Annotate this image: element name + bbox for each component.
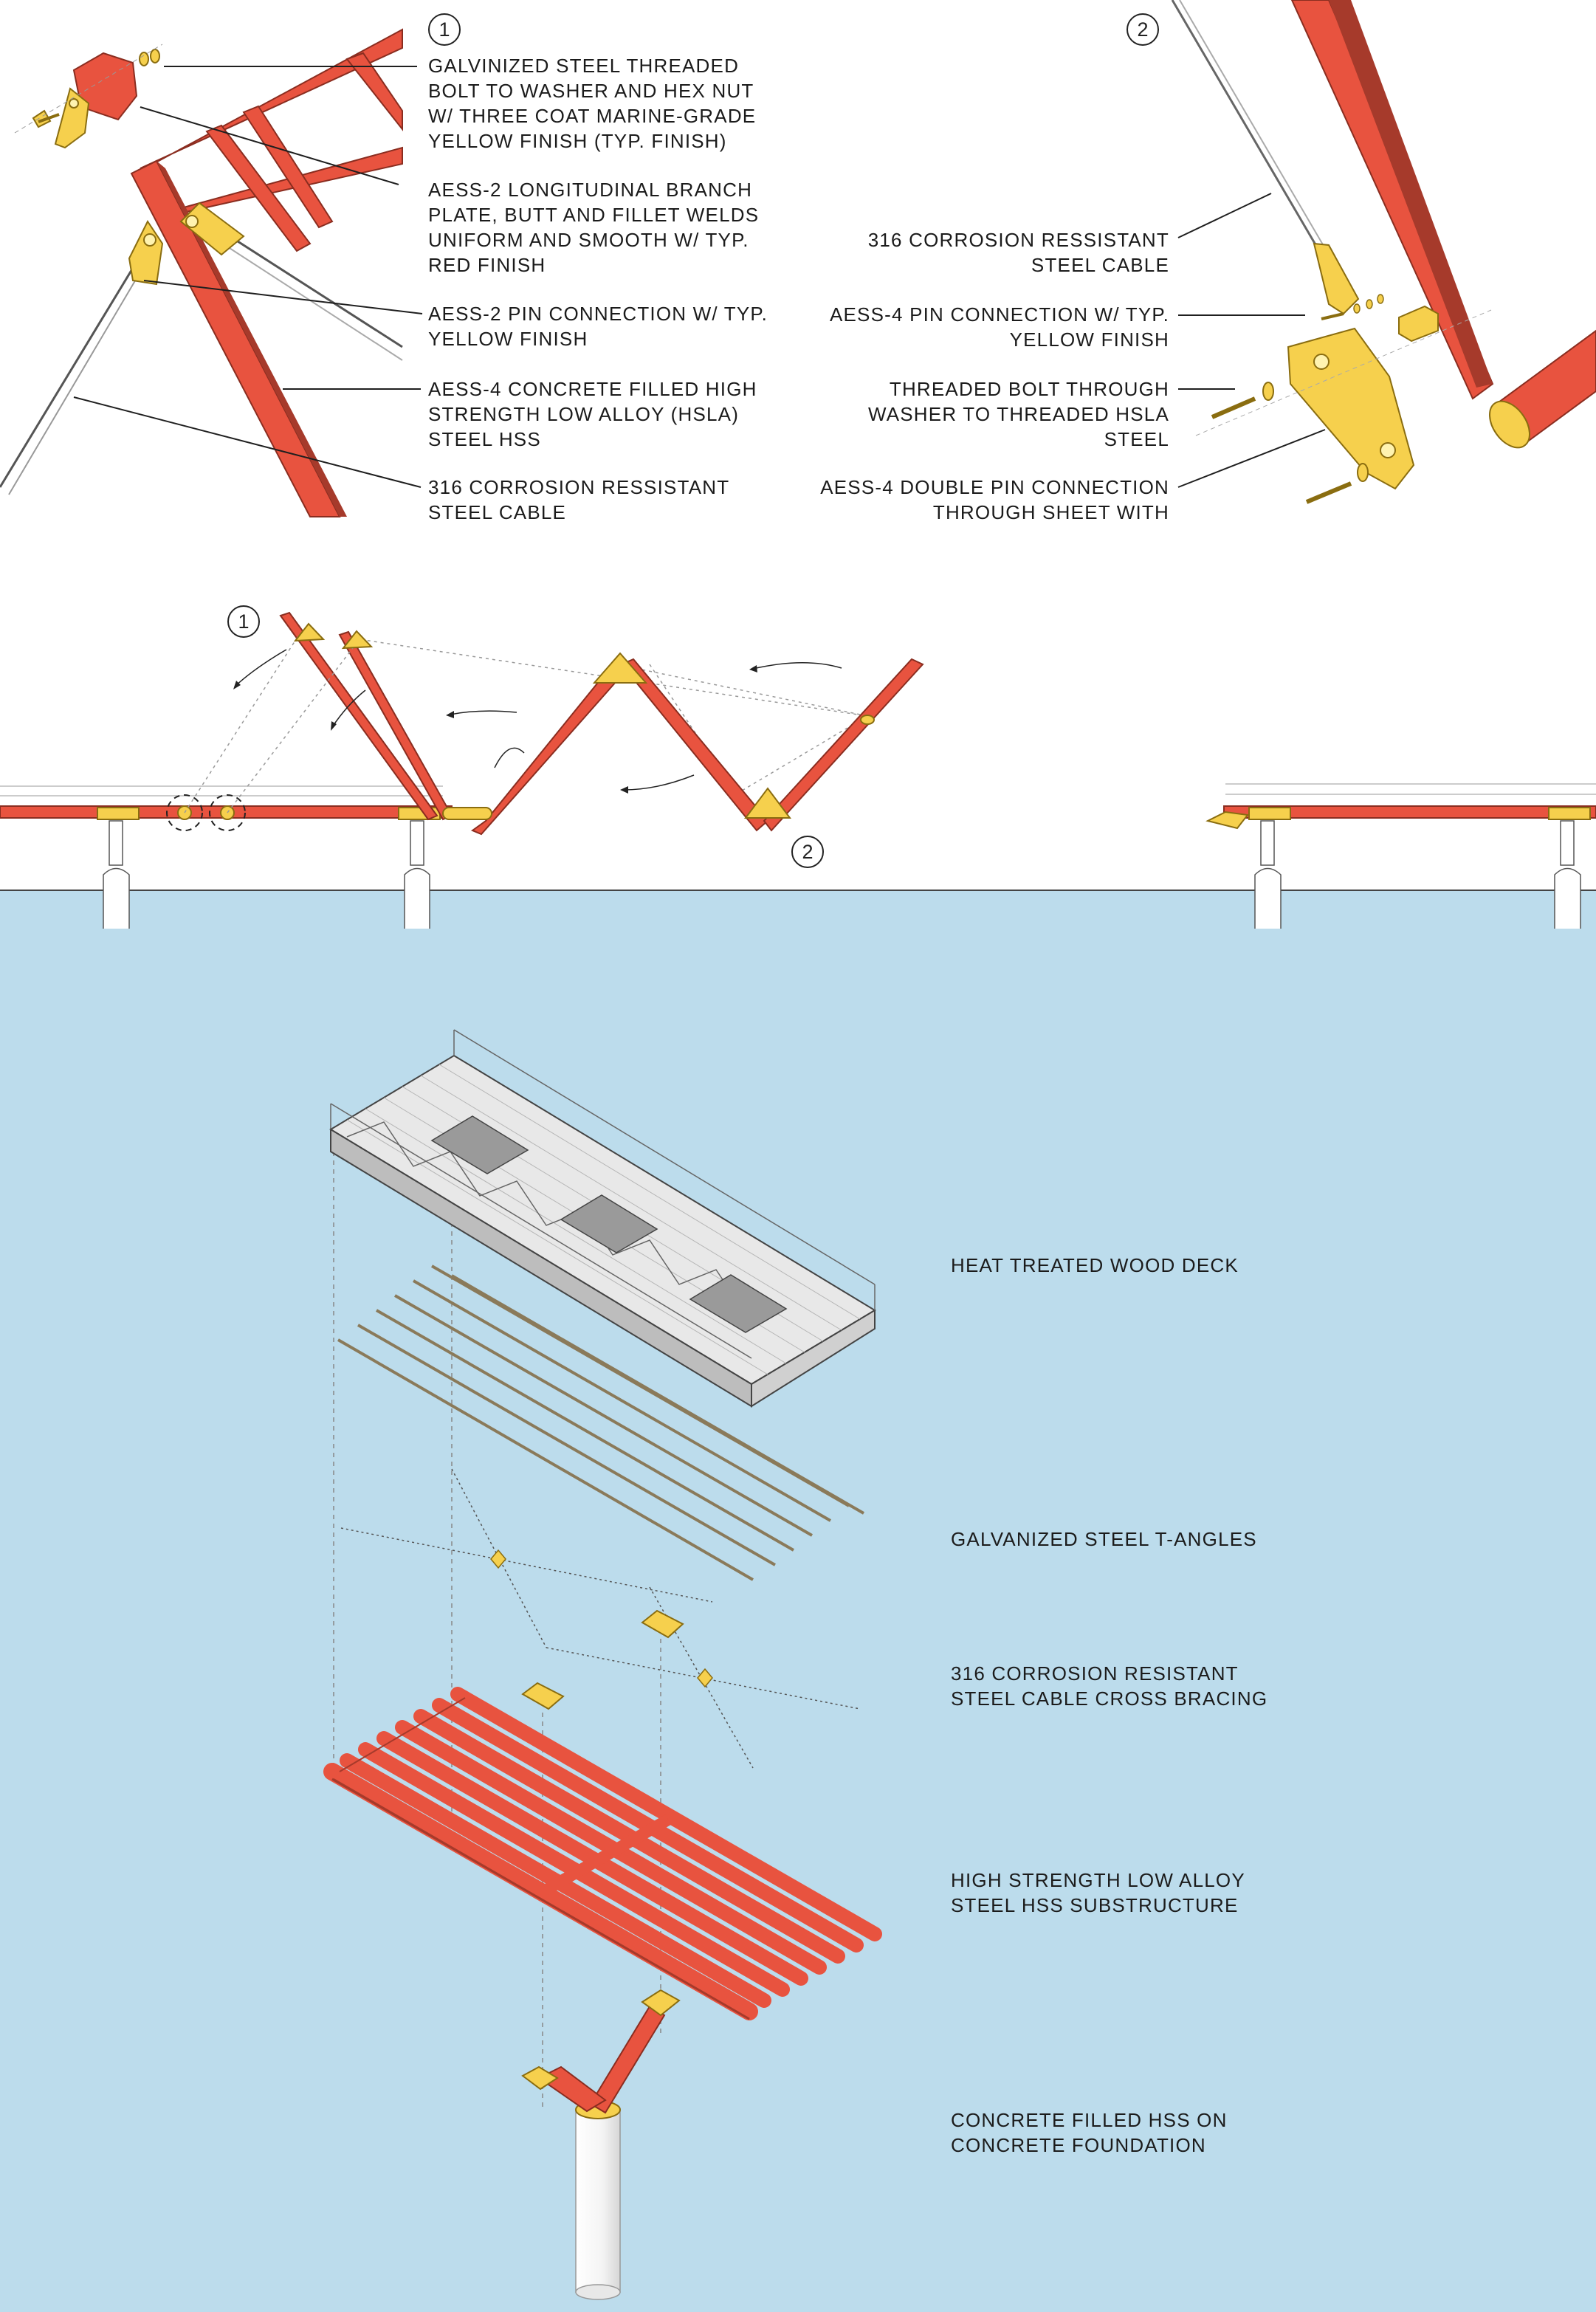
hss-substructure-layer <box>323 1687 882 2020</box>
detail-1-callout-hss: AESS-4 CONCRETE FILLED HIGH STRENGTH LOW… <box>428 378 757 450</box>
t-angles-layer <box>337 1265 864 1581</box>
detail-1-callout-bolt: GALVINIZED STEEL THREADED BOLT TO WASHER… <box>428 55 757 152</box>
detail-2-callout-double-pin: AESS-4 DOUBLE PIN CONNECTION THROUGH SHE… <box>820 476 1169 523</box>
exploded-axon <box>323 1029 882 2300</box>
elevation-drawing <box>0 611 1596 929</box>
detail-2-callout-pin: AESS-4 PIN CONNECTION W/ TYP. YELLOW FIN… <box>829 303 1169 351</box>
layer-label-foundation: CONCRETE FILLED HSS ON CONCRETE FOUNDATI… <box>951 2109 1228 2156</box>
detail-1-callout-cable: 316 CORROSION RESSISTANT STEEL CABLE <box>428 476 730 523</box>
water-area <box>0 890 1596 2312</box>
cable-bracing-layer <box>340 1468 861 1769</box>
detail-1-drawing <box>0 28 403 517</box>
elevation-marker-1: 1 <box>227 605 260 638</box>
layer-label-hss-substructure: HIGH STRENGTH LOW ALLOY STEEL HSS SUBSTR… <box>951 1869 1245 1916</box>
layer-label-wood-deck: HEAT TREATED WOOD DECK <box>951 1254 1239 1276</box>
elevation-marker-2: 2 <box>791 836 824 868</box>
layer-label-t-angles: GALVANIZED STEEL T-ANGLES <box>951 1528 1257 1550</box>
detail-2-callout-cable: 316 CORROSION RESSISTANT STEEL CABLE <box>867 229 1169 276</box>
detail-2-marker: 2 <box>1127 13 1159 46</box>
detail-2-drawing <box>1171 0 1596 504</box>
detail-2-leader-lines <box>1177 193 1326 488</box>
detail-2-callout-threaded-bolt: THREADED BOLT THROUGH WASHER TO THREADED… <box>867 378 1169 450</box>
detail-1-callout-pin: AESS-2 PIN CONNECTION W/ TYP. YELLOW FIN… <box>428 303 768 350</box>
detail-1-marker: 1 <box>428 13 461 46</box>
detail-1-callout-branch-plate: AESS-2 LONGITUDINAL BRANCH PLATE, BUTT A… <box>428 179 760 276</box>
wood-deck-layer <box>329 1029 876 1408</box>
layer-label-cable-bracing: 316 CORROSION RESISTANT STEEL CABLE CROS… <box>951 1662 1268 1710</box>
detail-1-leader-lines <box>73 66 423 488</box>
foundation-layer <box>521 1989 681 2300</box>
